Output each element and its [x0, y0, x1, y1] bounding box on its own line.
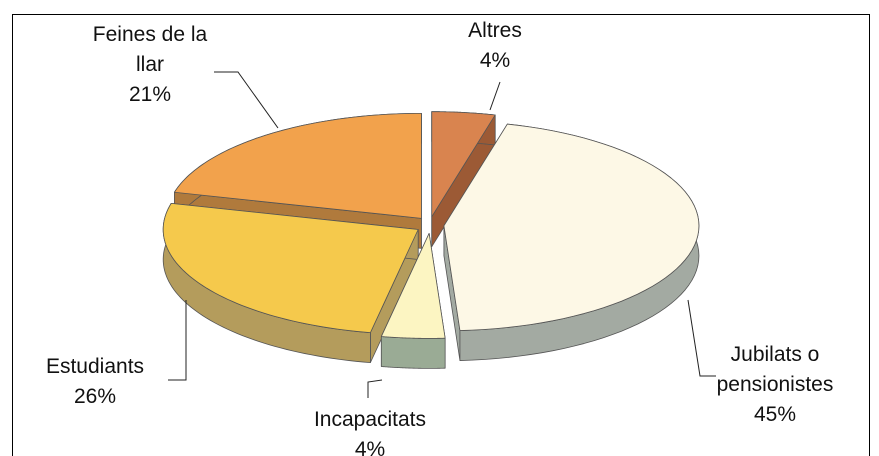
slice-label: Jubilats o pensionistes 45% — [700, 340, 850, 430]
slice — [443, 123, 700, 361]
slice-top — [162, 202, 419, 334]
value-label: 45% — [753, 403, 797, 426]
leader-line — [367, 379, 383, 398]
slice-label: Incapacitats 4% — [280, 405, 460, 456]
value-label: 26% — [73, 385, 117, 408]
value-label: 21% — [128, 83, 172, 106]
slice — [380, 232, 446, 369]
leader-line — [687, 299, 716, 377]
slice-top — [174, 112, 422, 219]
slice-side — [380, 336, 446, 369]
slice-top — [431, 111, 496, 218]
slice — [431, 111, 496, 248]
slice-label: Altres 4% — [435, 16, 555, 76]
leader-line — [168, 300, 187, 381]
category-label: Altres — [468, 19, 522, 42]
slice — [162, 202, 419, 364]
frame — [12, 14, 870, 456]
category-label: Jubilats o pensionistes — [716, 343, 834, 396]
category-label: Feines de la llar — [92, 23, 208, 76]
slice-top — [443, 123, 700, 331]
slice-top — [380, 232, 446, 339]
leader-line — [214, 71, 279, 129]
slice-label: Feines de la llar 21% — [80, 20, 220, 110]
value-label: 4% — [479, 49, 511, 72]
category-label: Estudiants — [45, 355, 145, 378]
leader-line — [489, 81, 501, 111]
category-label: Incapacitats — [313, 408, 427, 431]
value-label: 4% — [354, 438, 386, 456]
slice-label: Estudiants 26% — [20, 352, 170, 412]
